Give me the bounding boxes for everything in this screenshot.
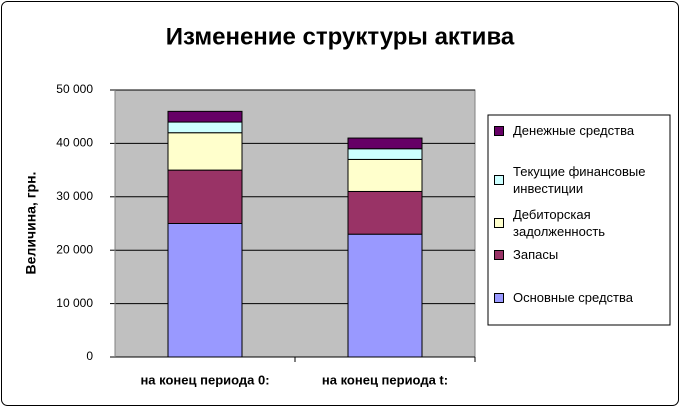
legend-item: Денежные средства xyxy=(490,122,672,139)
y-tick-label: 10 000 xyxy=(56,296,93,310)
x-tick-label: на конец периода t: xyxy=(322,372,448,387)
y-tick-label: 20 000 xyxy=(56,242,93,256)
bar-segment xyxy=(347,137,423,150)
bar-segment xyxy=(167,132,243,171)
y-tick-label: 30 000 xyxy=(56,189,93,203)
y-tick-label: 50 000 xyxy=(56,82,93,96)
legend-label: Запасы xyxy=(513,247,559,262)
legend-label: Дебиторская задолженность xyxy=(513,207,606,239)
bar-segment xyxy=(347,233,423,358)
legend-item: Текущие финансовые инвестиции xyxy=(490,163,672,197)
chart-title: Изменение структуры актива xyxy=(166,23,515,50)
legend-item: Запасы xyxy=(490,246,672,263)
legend-label: Основные средства xyxy=(513,290,633,305)
legend-item: Основные средства xyxy=(490,289,672,306)
legend-item: Дебиторская задолженность xyxy=(490,206,672,240)
bar-segment xyxy=(167,110,243,123)
legend-swatch xyxy=(494,292,504,303)
y-tick-label: 40 000 xyxy=(56,136,93,150)
bar-segment xyxy=(167,223,243,358)
legend-swatch xyxy=(494,125,504,136)
bar-segment xyxy=(347,158,423,192)
legend-swatch xyxy=(494,249,504,260)
y-axis-title: Величина, грн. xyxy=(23,172,39,275)
legend-box xyxy=(487,114,671,326)
x-tick-label: на конец периода 0: xyxy=(140,372,269,387)
bar-segment xyxy=(167,169,243,225)
bar-segment xyxy=(167,121,243,134)
legend-swatch xyxy=(494,175,504,185)
bar-segment xyxy=(347,190,423,235)
legend-label: Текущие финансовые инвестиции xyxy=(513,164,646,196)
bar-segment xyxy=(347,148,423,160)
legend-swatch xyxy=(494,218,504,228)
y-tick-label: 0 xyxy=(86,349,93,363)
legend-label: Денежные средства xyxy=(513,123,635,138)
